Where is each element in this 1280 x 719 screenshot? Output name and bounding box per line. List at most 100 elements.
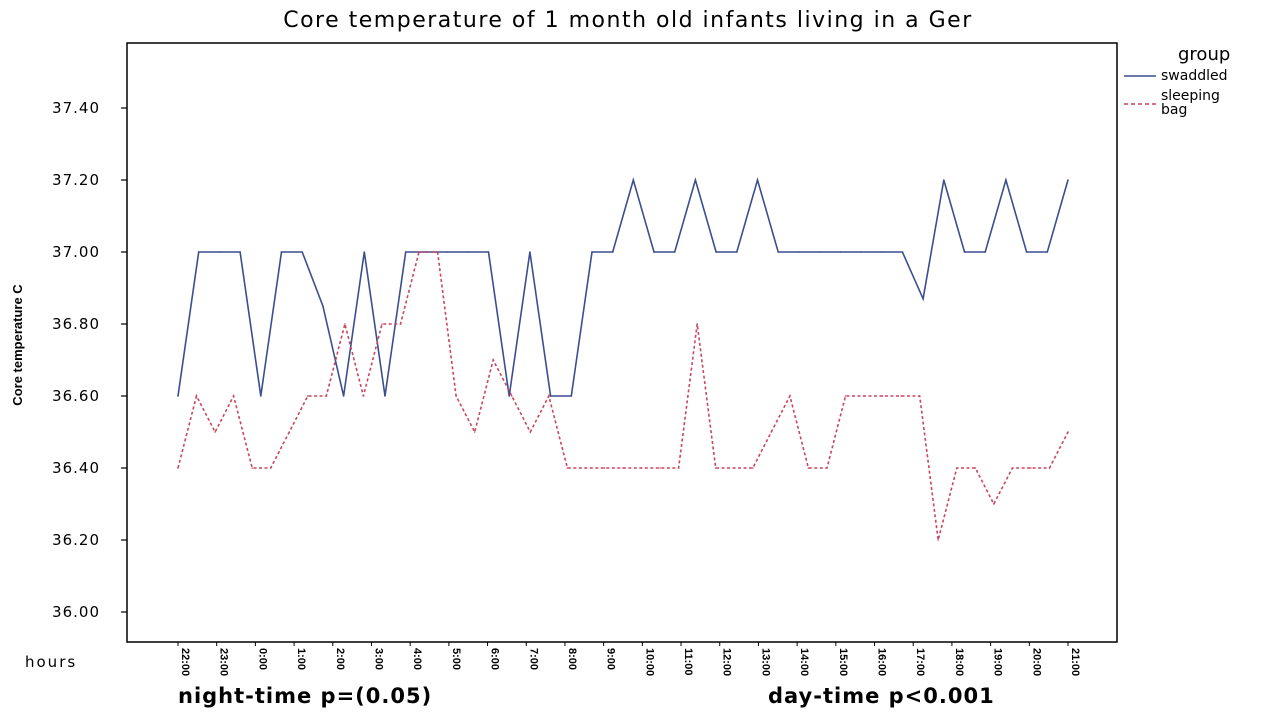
- data-point-sleeping-bag: [307, 395, 309, 397]
- x-tick-label: 6:00: [489, 648, 501, 670]
- series-line-swaddled: [177, 177, 1069, 397]
- data-point-swaddled: [342, 395, 345, 397]
- data-point-sleeping-bag: [640, 467, 643, 469]
- y-tick-label: 36.80: [52, 315, 100, 333]
- x-axis-label: hours: [25, 653, 77, 671]
- series-lines: [177, 177, 1069, 541]
- data-point-swaddled: [487, 251, 490, 253]
- data-point-swaddled: [363, 251, 366, 253]
- data-point-sleeping-bag: [548, 395, 550, 397]
- data-point-swaddled: [901, 251, 904, 253]
- data-point-swaddled: [1067, 179, 1069, 181]
- data-point-swaddled: [404, 251, 407, 253]
- x-tick-label: 2:00: [334, 648, 346, 670]
- data-point-swaddled: [467, 251, 469, 253]
- data-point-sleeping-bag: [677, 467, 680, 469]
- x-tick-label: 22:00: [179, 648, 191, 676]
- data-point-sleeping-bag: [473, 431, 476, 433]
- legend: group swaddled sleeping bag: [1124, 44, 1230, 118]
- data-point-swaddled: [197, 251, 200, 253]
- x-tick-label: 10:00: [643, 648, 655, 676]
- night-time-p-value: night-time p=(0.05): [178, 684, 432, 708]
- y-tick-label: 37.20: [52, 171, 100, 189]
- data-point-sleeping-bag: [344, 323, 346, 325]
- x-tick-label: 11:00: [682, 648, 694, 676]
- x-tick-label: 7:00: [527, 648, 539, 670]
- data-point-sleeping-bag: [436, 251, 439, 253]
- legend-title: group: [1178, 44, 1230, 65]
- data-point-swaddled: [673, 251, 676, 253]
- y-tick-label: 36.00: [52, 603, 100, 621]
- data-point-sleeping-bag: [362, 395, 365, 397]
- data-point-swaddled: [736, 251, 738, 253]
- x-tick-label: 5:00: [450, 648, 462, 670]
- data-point-sleeping-bag: [956, 467, 958, 469]
- data-point-sleeping-bag: [511, 395, 513, 397]
- data-point-swaddled: [880, 251, 883, 253]
- data-point-swaddled: [177, 395, 179, 397]
- data-point-sleeping-bag: [752, 467, 754, 469]
- series-line-sleeping-bag: [177, 251, 1069, 541]
- data-point-sleeping-bag: [232, 395, 235, 397]
- data-point-sleeping-bag: [529, 431, 532, 433]
- data-point-sleeping-bag: [918, 395, 921, 397]
- data-point-swaddled: [529, 251, 531, 253]
- data-point-sleeping-bag: [492, 359, 495, 361]
- x-tick-label: 15:00: [837, 648, 849, 676]
- data-point-sleeping-bag: [714, 467, 717, 469]
- x-tick-label: 0:00: [256, 648, 268, 670]
- legend-label-swaddled: swaddled: [1161, 68, 1228, 84]
- data-point-swaddled: [591, 251, 593, 253]
- data-point-swaddled: [653, 251, 655, 253]
- data-point-sleeping-bag: [881, 395, 884, 397]
- x-tick-label: 13:00: [759, 648, 771, 676]
- data-point-swaddled: [384, 395, 386, 397]
- data-point-sleeping-bag: [399, 323, 402, 325]
- data-point-sleeping-bag: [900, 395, 902, 397]
- y-tick-label: 37.00: [52, 243, 100, 261]
- day-time-p-value: day-time p<0.001: [768, 684, 995, 708]
- data-point-sleeping-bag: [993, 503, 995, 505]
- data-point-sleeping-bag: [251, 467, 253, 469]
- data-point-sleeping-bag: [566, 467, 569, 469]
- legend-label-sleeping-bag: sleeping bag: [1161, 88, 1224, 118]
- data-point-sleeping-bag: [1067, 431, 1069, 433]
- data-point-swaddled: [694, 179, 697, 181]
- y-tick-label: 36.20: [52, 531, 100, 549]
- data-point-sleeping-bag: [826, 467, 828, 469]
- data-point-sleeping-bag: [937, 539, 939, 541]
- data-point-sleeping-bag: [455, 395, 457, 397]
- data-point-swaddled: [301, 251, 304, 253]
- data-point-sleeping-bag: [269, 467, 272, 469]
- x-tick-label: 14:00: [798, 648, 810, 676]
- data-point-swaddled: [984, 251, 986, 253]
- x-tick-label: 8:00: [566, 648, 578, 670]
- data-point-swaddled: [632, 179, 635, 181]
- data-point-swaddled: [1025, 251, 1028, 253]
- data-point-sleeping-bag: [807, 467, 810, 469]
- data-point-sleeping-bag: [177, 467, 179, 469]
- data-point-sleeping-bag: [733, 467, 736, 469]
- data-point-sleeping-bag: [381, 323, 383, 325]
- chart-title: Core temperature of 1 month old infants …: [283, 8, 973, 33]
- y-tick-label: 37.40: [52, 99, 100, 117]
- data-point-sleeping-bag: [288, 431, 291, 433]
- x-tick-label: 16:00: [876, 648, 888, 676]
- data-point-swaddled: [1046, 251, 1049, 253]
- data-point-swaddled: [922, 298, 924, 300]
- legend-label-sleeping-bag-line2: bag: [1161, 102, 1187, 118]
- y-tick-label: 36.60: [52, 387, 100, 405]
- data-point-swaddled: [570, 395, 573, 397]
- data-point-sleeping-bag: [659, 467, 661, 469]
- y-tick-label: 36.40: [52, 459, 100, 477]
- data-point-sleeping-bag: [214, 431, 216, 433]
- x-tick-label: 20:00: [1030, 648, 1042, 676]
- x-tick-label: 4:00: [411, 648, 423, 670]
- data-point-sleeping-bag: [418, 251, 420, 253]
- x-tick-label: 19:00: [992, 648, 1004, 676]
- data-point-sleeping-bag: [622, 467, 624, 469]
- data-point-swaddled: [963, 251, 966, 253]
- data-point-swaddled: [798, 251, 800, 253]
- data-point-swaddled: [777, 251, 779, 253]
